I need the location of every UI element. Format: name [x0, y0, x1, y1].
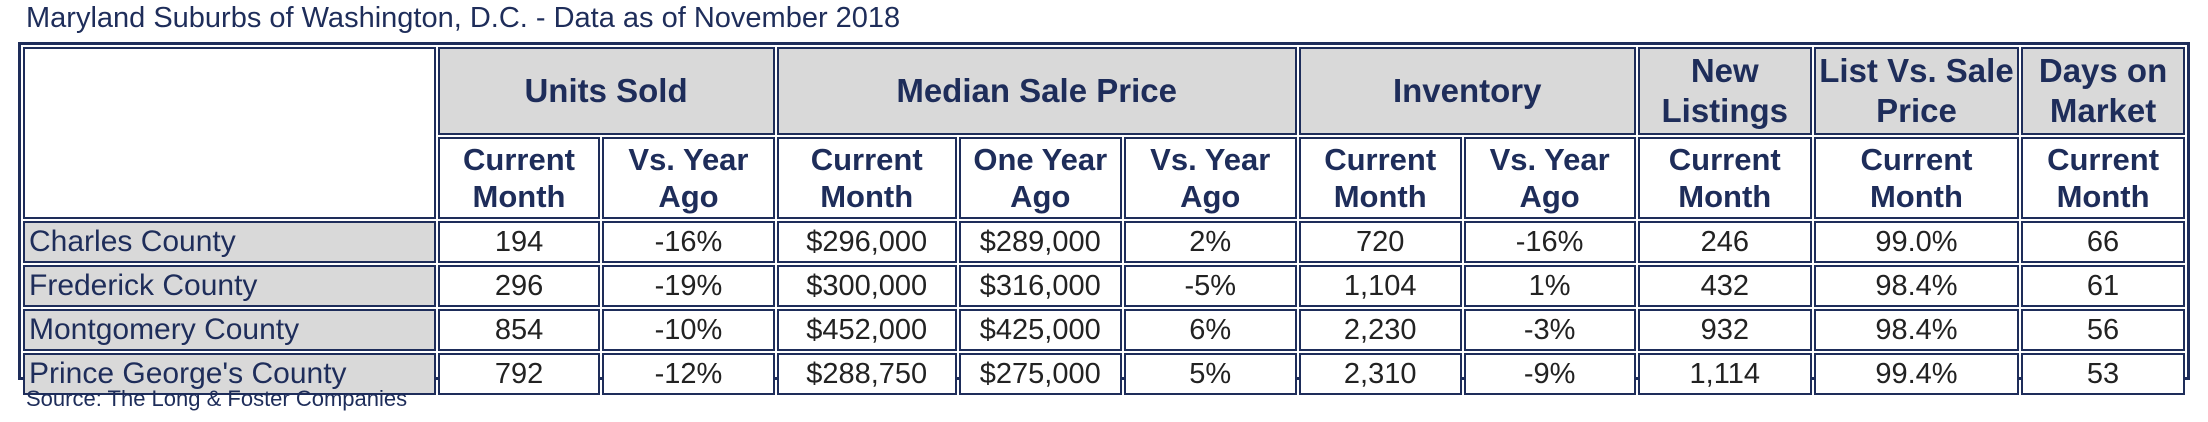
sub-price-one-year-ago: One Year Ago	[958, 137, 1122, 219]
inventory-current-cell: 2,310	[1298, 353, 1462, 395]
corner-cell	[23, 47, 436, 219]
group-header-row: Units Sold Median Sale Price Inventory N…	[23, 47, 2185, 219]
price-current-cell: $296,000	[776, 221, 957, 263]
sub-new-listings-current-month: Current Month	[1637, 137, 1812, 219]
county-name: Prince George's County	[23, 353, 436, 395]
units-current-cell: 854	[437, 309, 601, 351]
market-data-table: Units Sold Median Sale Price Inventory N…	[21, 45, 2187, 397]
new-listings-cell: 432	[1637, 265, 1812, 307]
price-year-ago-cell: $316,000	[958, 265, 1122, 307]
sub-list-vs-sale-current-month: Current Month	[1813, 137, 2020, 219]
price-current-cell: $288,750	[776, 353, 957, 395]
units-vs-cell: -12%	[602, 353, 775, 395]
list-vs-sale-cell: 99.4%	[1813, 353, 2020, 395]
table-row: Prince George's County 792 -12% $288,750…	[23, 353, 2185, 395]
list-vs-sale-cell: 99.0%	[1813, 221, 2020, 263]
sub-price-vs-year-ago: Vs. Year Ago	[1123, 137, 1297, 219]
units-current-cell: 296	[437, 265, 601, 307]
subheader-row: Current Month Vs. Year Ago Current Month…	[23, 137, 2185, 219]
inventory-vs-cell: -16%	[1463, 221, 1636, 263]
new-listings-cell: 1,114	[1637, 353, 1812, 395]
inventory-current-cell: 720	[1298, 221, 1462, 263]
units-current-cell: 792	[437, 353, 601, 395]
sub-inventory-current-month: Current Month	[1298, 137, 1462, 219]
group-units-sold: Units Sold	[437, 47, 775, 135]
inventory-vs-cell: -9%	[1463, 353, 1636, 395]
table-row: Montgomery County 854 -10% $452,000 $425…	[23, 309, 2185, 351]
county-name: Frederick County	[23, 265, 436, 307]
source-note: Source: The Long & Foster Companies	[26, 386, 408, 411]
inventory-current-cell: 1,104	[1298, 265, 1462, 307]
inventory-vs-cell: -3%	[1463, 309, 1636, 351]
new-listings-cell: 246	[1637, 221, 1812, 263]
sub-days-on-market-current-month: Current Month	[2021, 137, 2185, 219]
group-median-sale-price: Median Sale Price	[776, 47, 1297, 135]
county-name: Montgomery County	[23, 309, 436, 351]
group-list-vs-sale-price: List Vs. Sale Price	[1813, 47, 2020, 135]
inventory-current-cell: 2,230	[1298, 309, 1462, 351]
price-vs-cell: 6%	[1123, 309, 1297, 351]
price-vs-cell: 2%	[1123, 221, 1297, 263]
sub-units-vs-year-ago: Vs. Year Ago	[602, 137, 775, 219]
price-current-cell: $452,000	[776, 309, 957, 351]
group-inventory: Inventory	[1298, 47, 1636, 135]
price-vs-cell: -5%	[1123, 265, 1297, 307]
price-year-ago-cell: $289,000	[958, 221, 1122, 263]
sub-inventory-vs-year-ago: Vs. Year Ago	[1463, 137, 1636, 219]
group-days-on-market: Days on Market	[2021, 47, 2185, 135]
table-row: Charles County 194 -16% $296,000 $289,00…	[23, 221, 2185, 263]
page-title: Maryland Suburbs of Washington, D.C. - D…	[26, 2, 901, 34]
price-year-ago-cell: $275,000	[958, 353, 1122, 395]
price-vs-cell: 5%	[1123, 353, 1297, 395]
inventory-vs-cell: 1%	[1463, 265, 1636, 307]
units-vs-cell: -19%	[602, 265, 775, 307]
units-current-cell: 194	[437, 221, 601, 263]
days-on-market-cell: 66	[2021, 221, 2185, 263]
list-vs-sale-cell: 98.4%	[1813, 265, 2020, 307]
units-vs-cell: -10%	[602, 309, 775, 351]
days-on-market-cell: 53	[2021, 353, 2185, 395]
county-name: Charles County	[23, 221, 436, 263]
new-listings-cell: 932	[1637, 309, 1812, 351]
sub-units-current-month: Current Month	[437, 137, 601, 219]
list-vs-sale-cell: 98.4%	[1813, 309, 2020, 351]
price-current-cell: $300,000	[776, 265, 957, 307]
group-new-listings: New Listings	[1637, 47, 1812, 135]
days-on-market-cell: 61	[2021, 265, 2185, 307]
price-year-ago-cell: $425,000	[958, 309, 1122, 351]
table-row: Frederick County 296 -19% $300,000 $316,…	[23, 265, 2185, 307]
days-on-market-cell: 56	[2021, 309, 2185, 351]
sub-price-current-month: Current Month	[776, 137, 957, 219]
units-vs-cell: -16%	[602, 221, 775, 263]
